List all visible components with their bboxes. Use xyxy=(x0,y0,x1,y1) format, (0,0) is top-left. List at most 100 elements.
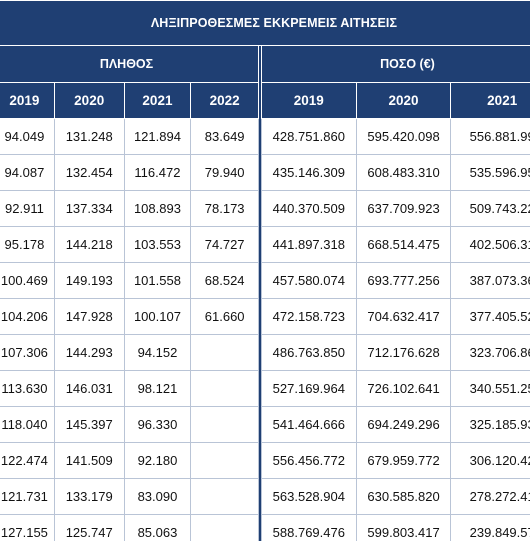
table-row: 118.040 145.397 96.330 541.464.666 694.249.2… xyxy=(0,406,530,443)
amount-cell: 239.849.57 xyxy=(450,514,530,541)
column-separator xyxy=(258,334,262,371)
table-row: 94.049 131.248 121.894 83.649 428.751.860 595… xyxy=(0,118,530,155)
count-cell xyxy=(190,478,259,515)
amount-cell: 556.456.772 xyxy=(260,442,357,479)
amount-cell: 509.743.22 xyxy=(450,190,530,227)
amount-cell: 527.169.964 xyxy=(260,370,357,407)
amount-cell: 441.897.318 xyxy=(260,226,357,263)
amount-cell: 306.120.42 xyxy=(450,442,530,479)
count-cell: 144.218 xyxy=(53,226,125,263)
amount-cell: 435.146.309 xyxy=(260,154,357,191)
column-separator xyxy=(258,478,262,515)
count-cell: 100.469 xyxy=(0,262,55,299)
count-cell xyxy=(190,370,259,407)
table-row: 121.731 133.179 83.090 563.528.904 630.585.8… xyxy=(0,478,530,515)
amount-cell: 457.580.074 xyxy=(260,262,357,299)
amount-cell: 428.751.860 xyxy=(260,118,357,155)
column-separator xyxy=(258,514,262,541)
amount-cell: 278.272.41 xyxy=(450,478,530,515)
amount-cell: 608.483.310 xyxy=(355,154,452,191)
year-header-row: 2019 2020 2021 2022 2019 2020 2021 xyxy=(0,82,530,119)
amount-cell: 325.185.93 xyxy=(450,406,530,443)
count-cell: 61.660 xyxy=(190,298,259,335)
amount-cell: 694.249.296 xyxy=(355,406,452,443)
count-cell: 133.179 xyxy=(53,478,125,515)
count-cell: 94.087 xyxy=(0,154,55,191)
count-cell: 96.330 xyxy=(123,406,192,443)
year-header-amount: 2021 xyxy=(450,82,530,119)
column-separator xyxy=(258,262,262,299)
count-cell: 92.911 xyxy=(0,190,55,227)
amount-cell: 440.370.509 xyxy=(260,190,357,227)
count-cell: 101.558 xyxy=(123,262,192,299)
column-separator xyxy=(258,442,262,479)
count-cell: 74.727 xyxy=(190,226,259,263)
amount-cell: 402.506.31 xyxy=(450,226,530,263)
amount-cell: 599.803.417 xyxy=(355,514,452,541)
count-cell xyxy=(190,334,259,371)
table-title: ΛΗΞΙΠΡΟΘΕΣΜΕΣ ΕΚΚΡΕΜΕΙΣ ΑΙΤΗΣΕΙΣ xyxy=(0,0,530,46)
amount-cell: 637.709.923 xyxy=(355,190,452,227)
count-cell: 121.894 xyxy=(123,118,192,155)
count-cell: 79.940 xyxy=(190,154,259,191)
count-cell: 95.178 xyxy=(0,226,55,263)
count-cell: 83.090 xyxy=(123,478,192,515)
amount-cell: 712.176.628 xyxy=(355,334,452,371)
count-cell: 149.193 xyxy=(53,262,125,299)
year-header-count: 2022 xyxy=(190,82,259,119)
amount-cell: 588.769.476 xyxy=(260,514,357,541)
column-separator xyxy=(258,370,262,407)
year-header-amount: 2019 xyxy=(260,82,357,119)
amount-cell: 541.464.666 xyxy=(260,406,357,443)
count-cell: 107.306 xyxy=(0,334,55,371)
count-cell xyxy=(190,406,259,443)
amount-cell: 693.777.256 xyxy=(355,262,452,299)
table-row: 104.206 147.928 100.107 61.660 472.158.723 70… xyxy=(0,298,530,335)
amount-cell: 486.763.850 xyxy=(260,334,357,371)
amount-cell: 377.405.52 xyxy=(450,298,530,335)
amount-cell: 679.959.772 xyxy=(355,442,452,479)
count-cell: 131.248 xyxy=(53,118,125,155)
column-separator xyxy=(258,190,262,227)
count-cell: 127.155 xyxy=(0,514,55,541)
group-header-amount: ΠΟΣΟ (€) xyxy=(260,45,530,83)
year-header-amount: 2020 xyxy=(355,82,452,119)
amount-cell: 387.073.36 xyxy=(450,262,530,299)
count-cell: 94.049 xyxy=(0,118,55,155)
amount-cell: 472.158.723 xyxy=(260,298,357,335)
column-separator xyxy=(258,406,262,443)
amount-cell: 630.585.820 xyxy=(355,478,452,515)
count-cell: 78.173 xyxy=(190,190,259,227)
year-header-count: 2021 xyxy=(123,82,192,119)
count-cell: 100.107 xyxy=(123,298,192,335)
count-cell: 104.206 xyxy=(0,298,55,335)
count-cell: 68.524 xyxy=(190,262,259,299)
table-row: 122.474 141.509 92.180 556.456.772 679.959.7… xyxy=(0,442,530,479)
amount-cell: 340.551.25 xyxy=(450,370,530,407)
column-separator xyxy=(258,154,262,191)
count-cell: 116.472 xyxy=(123,154,192,191)
table-body: 94.049 131.248 121.894 83.649 428.751.860 595… xyxy=(0,118,530,541)
count-cell: 137.334 xyxy=(53,190,125,227)
count-cell: 125.747 xyxy=(53,514,125,541)
count-cell: 118.040 xyxy=(0,406,55,443)
count-cell: 132.454 xyxy=(53,154,125,191)
group-separator xyxy=(258,45,262,83)
year-header-count: 2020 xyxy=(53,82,125,119)
column-separator xyxy=(258,118,262,155)
column-separator xyxy=(258,298,262,335)
count-cell: 108.893 xyxy=(123,190,192,227)
count-cell: 144.293 xyxy=(53,334,125,371)
year-separator xyxy=(258,82,262,119)
amount-cell: 726.102.641 xyxy=(355,370,452,407)
amount-cell: 704.632.417 xyxy=(355,298,452,335)
count-cell xyxy=(190,442,259,479)
count-cell: 83.649 xyxy=(190,118,259,155)
amount-cell: 535.596.95 xyxy=(450,154,530,191)
table-row: 113.630 146.031 98.121 527.169.964 726.102.6… xyxy=(0,370,530,407)
year-header-count: 2019 xyxy=(0,82,55,119)
count-cell: 85.063 xyxy=(123,514,192,541)
count-cell: 141.509 xyxy=(53,442,125,479)
table-row: 95.178 144.218 103.553 74.727 441.897.318 668… xyxy=(0,226,530,263)
